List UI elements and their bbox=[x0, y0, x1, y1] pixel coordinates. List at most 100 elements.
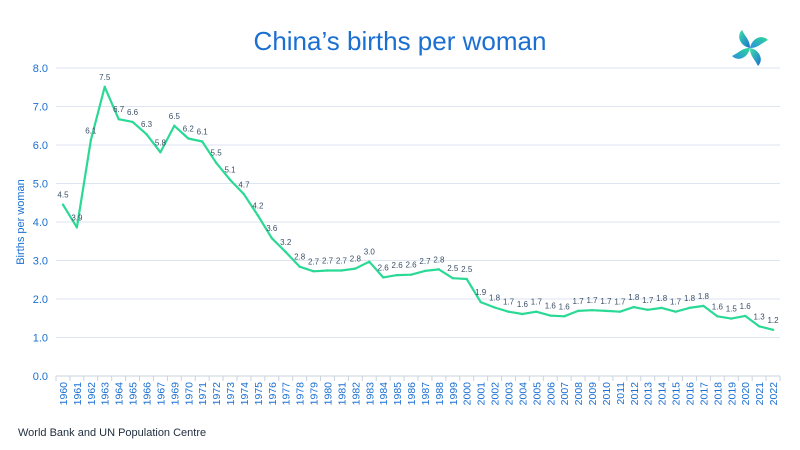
data-point bbox=[131, 120, 134, 124]
data-label: 2.7 bbox=[322, 257, 334, 266]
x-tick-label: 1976 bbox=[267, 382, 279, 406]
y-tick-label: 6.0 bbox=[33, 140, 48, 152]
data-point bbox=[200, 140, 204, 143]
x-tick-label: 2002 bbox=[490, 382, 502, 406]
data-label: 6.1 bbox=[85, 126, 97, 135]
data-point bbox=[340, 269, 343, 272]
data-label: 5.5 bbox=[211, 149, 223, 158]
data-point bbox=[326, 269, 329, 272]
y-tick-label: 3.0 bbox=[33, 256, 48, 268]
data-point bbox=[716, 315, 719, 318]
x-tick-label: 2010 bbox=[601, 382, 613, 406]
data-label: 6.7 bbox=[113, 105, 125, 114]
data-label: 1.8 bbox=[698, 292, 710, 301]
data-label: 1.7 bbox=[586, 296, 598, 305]
data-point bbox=[270, 236, 274, 240]
data-label: 1.7 bbox=[642, 296, 654, 305]
x-tick-label: 1983 bbox=[364, 382, 376, 406]
data-label: 1.8 bbox=[489, 293, 501, 302]
data-point bbox=[618, 310, 622, 313]
data-point bbox=[771, 328, 775, 331]
data-label: 6.5 bbox=[169, 112, 181, 121]
data-label: 2.6 bbox=[378, 263, 390, 272]
data-label: 6.2 bbox=[183, 124, 195, 133]
data-point bbox=[674, 310, 677, 313]
data-point bbox=[437, 268, 441, 271]
data-label: 3.6 bbox=[266, 224, 278, 233]
data-label: 6.6 bbox=[127, 108, 139, 117]
x-tick-label: 1966 bbox=[142, 382, 154, 406]
x-tick-label: 1973 bbox=[225, 382, 237, 406]
data-label: 2.8 bbox=[433, 255, 445, 264]
y-tick-label: 5.0 bbox=[33, 179, 48, 191]
data-point bbox=[242, 193, 246, 196]
data-label: 1.6 bbox=[712, 302, 724, 311]
y-axis-label: Births per woman bbox=[15, 179, 27, 265]
data-point bbox=[409, 273, 413, 276]
x-tick-label: 1961 bbox=[72, 382, 84, 406]
x-tick-label: 2000 bbox=[462, 382, 474, 406]
data-label: 5.8 bbox=[155, 138, 167, 147]
data-label: 2.8 bbox=[350, 255, 362, 264]
data-label: 1.5 bbox=[726, 305, 738, 314]
x-tick-label: 1979 bbox=[309, 382, 321, 406]
data-point bbox=[562, 315, 566, 318]
data-label: 1.7 bbox=[670, 298, 682, 307]
data-point bbox=[743, 314, 747, 318]
x-tick-label: 1965 bbox=[128, 382, 140, 406]
data-point bbox=[75, 226, 79, 229]
data-label: 1.8 bbox=[684, 294, 696, 303]
data-point bbox=[730, 317, 733, 320]
pinwheel-logo-icon bbox=[732, 30, 768, 66]
data-point bbox=[145, 133, 148, 136]
data-label: 1.3 bbox=[754, 312, 766, 321]
data-label: 1.8 bbox=[628, 293, 640, 302]
data-point bbox=[757, 325, 761, 328]
x-tick-label: 1964 bbox=[114, 382, 126, 406]
data-label: 2.8 bbox=[294, 253, 306, 262]
x-tick-label: 2008 bbox=[573, 382, 585, 406]
x-tick-label: 1975 bbox=[253, 382, 265, 406]
x-tick-label: 2011 bbox=[615, 382, 627, 405]
x-tick-label: 1974 bbox=[239, 382, 251, 406]
x-tick-label: 2020 bbox=[740, 382, 752, 406]
data-point bbox=[702, 304, 705, 308]
series-line bbox=[61, 85, 775, 331]
y-tick-label: 0.0 bbox=[33, 371, 48, 383]
x-tick-label: 2017 bbox=[698, 382, 710, 406]
x-tick-label: 1967 bbox=[155, 382, 167, 406]
x-tick-label: 2001 bbox=[476, 382, 488, 406]
data-label: 1.7 bbox=[614, 298, 626, 307]
data-label: 2.5 bbox=[447, 264, 459, 273]
data-point bbox=[61, 203, 65, 206]
data-point bbox=[451, 277, 455, 280]
x-tick-label: 1985 bbox=[392, 382, 404, 406]
x-tick-label: 1984 bbox=[378, 382, 390, 406]
x-tick-label: 1971 bbox=[197, 382, 209, 406]
data-label: 1.6 bbox=[517, 300, 529, 309]
x-tick-label: 1969 bbox=[169, 382, 181, 406]
data-point bbox=[590, 308, 594, 312]
data-point bbox=[298, 265, 301, 268]
data-point bbox=[395, 273, 399, 277]
data-label: 2.6 bbox=[392, 261, 404, 270]
x-tick-label: 2018 bbox=[712, 382, 724, 406]
data-point bbox=[117, 118, 120, 121]
y-tick-label: 1.0 bbox=[33, 333, 48, 345]
x-tick-label: 2014 bbox=[657, 382, 669, 406]
x-tick-label: 2006 bbox=[545, 382, 557, 406]
x-tick-label: 2005 bbox=[531, 382, 543, 406]
x-tick-label: 2004 bbox=[517, 382, 529, 406]
data-label: 1.6 bbox=[740, 302, 752, 311]
data-point bbox=[493, 306, 496, 309]
data-point bbox=[507, 310, 510, 313]
data-label: 3.0 bbox=[364, 248, 376, 257]
data-point bbox=[173, 124, 176, 127]
data-label: 2.7 bbox=[419, 257, 431, 266]
data-point bbox=[535, 310, 538, 313]
x-tick-label: 1962 bbox=[86, 382, 98, 406]
data-point bbox=[103, 85, 106, 89]
data-point bbox=[576, 309, 580, 313]
data-point bbox=[228, 178, 232, 181]
